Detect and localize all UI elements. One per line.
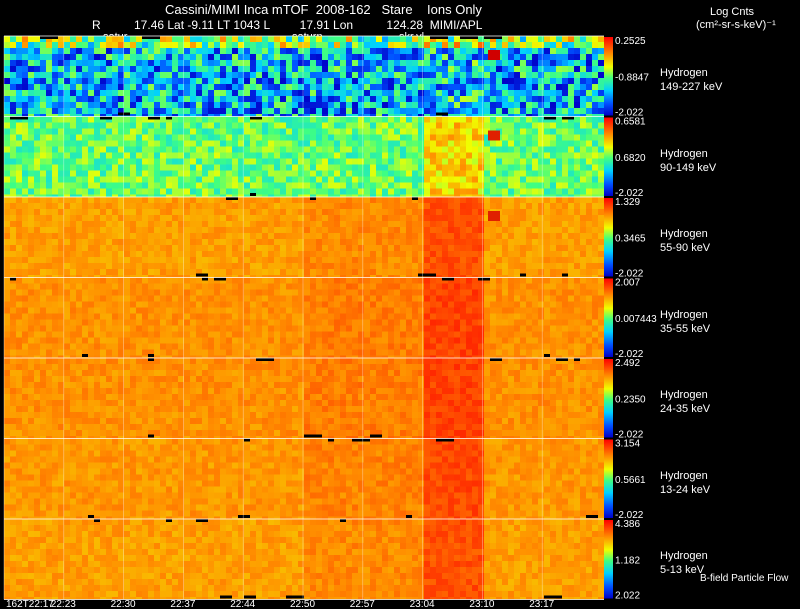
units-line-2: (cm²-sr-s-keV)⁻¹ [696,19,776,31]
colorbar-tick-label: 1.329 [615,197,640,208]
colorbar-tick-label: -2.022 [615,188,644,199]
x-tick-label: 22:44 [230,599,255,609]
chart-title: Cassini/MIMI Inca mTOF 2008-162 Stare Io… [165,2,482,17]
colorbar-tick-label: -2.022 [615,430,644,441]
units-line-1: Log Cnts [710,6,755,18]
panel-energy-label: 90-149 keV [660,161,717,174]
colorbar-tick-label: 0.2525 [615,36,646,47]
colorbar-tick-label: 2.007 [615,278,640,289]
orbit-info-row: R 17.46 Lat -9.11 LT 1043 L 17.91 Lon 12… [92,18,483,32]
x-tick-label: 162T22:17 [6,599,54,609]
panel-species-label: Hydrogen [660,550,708,562]
panel-species-label: Hydrogen [660,147,708,160]
colorbar [604,439,613,518]
x-tick-label: 23:17 [529,599,554,609]
colorbar-tick-label: 0.5661 [615,475,646,486]
panel-energy-label: 24-35 keV [660,403,711,415]
grid-lines [3,35,604,600]
spectrogram-panel-5: 2.492 0.2350 -2.022 [4,358,646,441]
colorbar-tick-label: -2.022 [615,510,644,521]
x-tick-label: 23:10 [469,599,494,609]
colorbar-tick-label: 0.007443 [615,314,657,325]
colorbar-tick-label: -2.022 [615,269,644,280]
panel-species-label: Hydrogen [660,308,708,321]
colorbar-tick-label: 2.492 [615,358,640,369]
colorbar-tick-label: 4.386 [615,519,640,530]
panel-energy-label: 13-24 keV [660,483,711,496]
colorbar-tick-label: 0.2350 [615,394,646,405]
x-tick-label: 22:30 [111,599,136,609]
colorbar-tick-label: 2.022 [615,591,640,602]
colorbar-tick-label: 3.154 [615,439,640,450]
colorbar [604,520,613,599]
panel-species-label: Hydrogen [660,389,708,401]
spectrogram-panel-3: 1.329 0.3465 -2.022 [4,197,646,280]
colorbar-tick-label: -2.022 [615,349,644,360]
colorbar [604,278,613,357]
panel-energy-label: 149-227 keV [660,81,723,93]
panel-energy-label: 35-55 keV [660,322,711,335]
x-tick-label: 22:57 [350,599,375,609]
x-tick-label: 23:04 [410,599,435,609]
panel-species-label: Hydrogen [660,67,708,79]
panel-species-label: Hydrogen [660,228,708,240]
colorbar-tick-label: 1.182 [615,555,640,566]
spectrogram-panel-6: 3.154 0.5661 -2.022 [4,438,646,521]
x-tick-label: 22:50 [290,599,315,609]
colorbar [604,117,613,196]
spectrogram-panel-4: 2.007 0.007443 -2.022 [4,277,657,360]
spectrogram-panel-1: 0.2525 -0.8847 -2.022 [4,36,649,119]
colorbar-tick-label: 0.6581 [615,117,646,128]
colorbar [604,359,613,438]
x-tick-label: 22:37 [170,599,195,609]
colorbar-tick-label: -2.022 [615,108,644,119]
colorbar [604,37,613,116]
panel-energy-label: 5-13 keV [660,564,705,576]
panel-energy-label: 55-90 keV [660,242,711,254]
colorbar [604,198,613,277]
spectrogram-panel-2: 0.6581 0.6820 -2.022 [4,116,646,199]
colorbar-tick-label: -0.8847 [615,72,649,83]
colorbar-tick-label: 0.3465 [615,233,646,244]
colorbar-tick-label: 0.6820 [615,153,646,164]
x-tick-label: 22:23 [51,599,76,609]
panel-species-label: Hydrogen [660,469,708,482]
spectrogram-panel-7: 4.386 1.182 2.022 [4,519,640,602]
footer-note: B-field Particle Flow [700,573,789,584]
spectrogram-panels: 0.2525-0.8847-2.0220.65810.6820-2.0221.3… [3,35,657,602]
